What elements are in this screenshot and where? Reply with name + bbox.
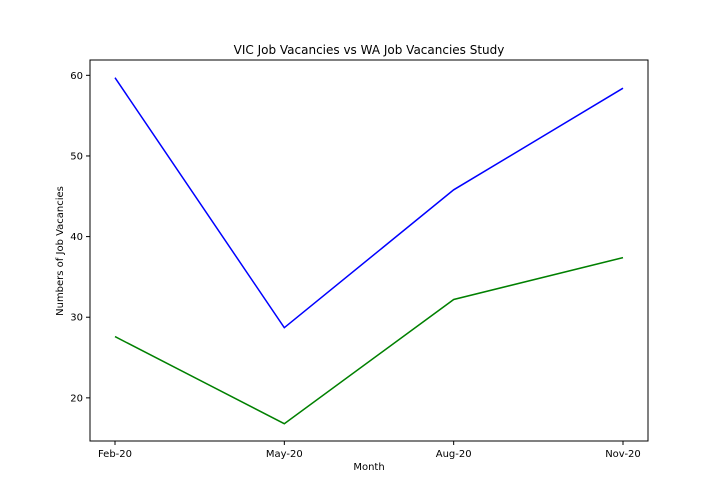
- y-tick-label: 20: [70, 393, 83, 404]
- series-line-2: [114, 256, 624, 425]
- y-tick-label: 60: [70, 71, 83, 82]
- x-tick-label: Aug-20: [436, 449, 472, 460]
- series-line-1: [114, 77, 624, 329]
- series-layer: [114, 77, 624, 425]
- x-axis-label: Month: [353, 462, 384, 473]
- chart-title: VIC Job Vacancies vs WA Job Vacancies St…: [234, 43, 505, 57]
- y-axis: 20 30 40 50 60: [70, 71, 90, 404]
- x-axis: Feb-20 May-20 Aug-20 Nov-20: [98, 441, 641, 460]
- plot-area-frame: [89, 59, 649, 442]
- x-tick-label: May-20: [266, 449, 303, 460]
- x-tick-label: Feb-20: [98, 449, 132, 460]
- x-tick-label: Nov-20: [605, 449, 641, 460]
- y-tick-label: 30: [70, 313, 83, 324]
- y-axis-label: Numbers of Job Vacancies: [55, 186, 66, 316]
- y-tick-label: 40: [70, 232, 83, 243]
- y-tick-label: 50: [70, 151, 83, 162]
